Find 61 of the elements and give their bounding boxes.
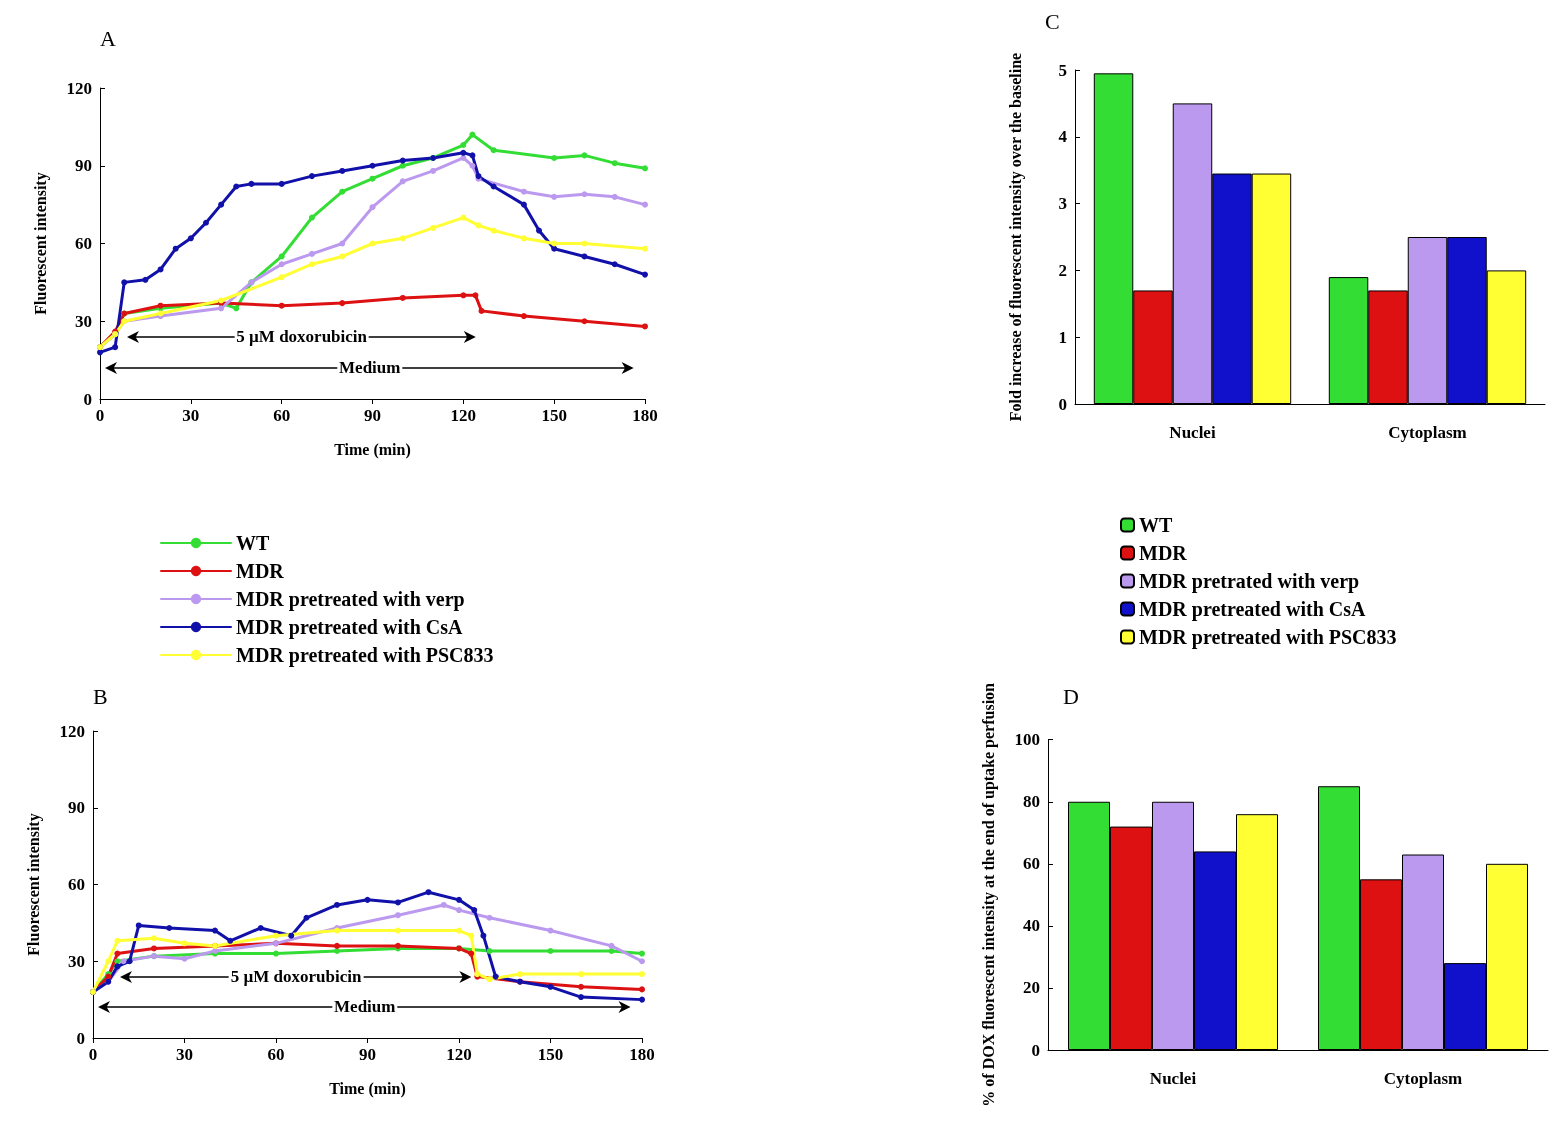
y-axis-title: % of DOX fluorescent intensity at the end of uptake perfusion — [979, 682, 998, 1107]
y-tick-label: 100 — [1014, 730, 1040, 750]
legend-label: MDR pretreated with PSC833 — [236, 644, 494, 667]
y-tick-label: 0 — [83, 389, 92, 409]
y-axis-title: Fluorescent intensity — [24, 813, 43, 956]
x-axis-title: Time (min) — [329, 1079, 406, 1098]
x-tick-label: Nuclei — [1169, 423, 1216, 442]
y-tick-label: 30 — [68, 951, 85, 971]
annotation: 5 µM doxorubicin — [234, 326, 369, 346]
y-tick-label: 20 — [1023, 978, 1040, 998]
x-tick-label: 120 — [446, 1045, 472, 1064]
y-tick-label: 60 — [1023, 854, 1040, 874]
annotation: Medium — [337, 357, 403, 377]
x-tick-label: Cytoplasm — [1388, 423, 1467, 442]
y-tick-label: 90 — [68, 798, 85, 818]
legend-label: MDR — [1139, 542, 1188, 564]
y-tick-label: 60 — [75, 234, 92, 253]
x-tick-label: 90 — [359, 1045, 376, 1064]
x-tick-label: 180 — [629, 1045, 655, 1064]
y-tick-label: 5 — [1058, 60, 1067, 80]
y-tick-label: 3 — [1058, 194, 1067, 214]
legend-label: WT — [236, 532, 270, 554]
legend-label: MDR pretreated with CsA — [1139, 598, 1366, 621]
annotation: Medium — [332, 997, 398, 1017]
legend-label: MDR pretrated with verp — [1139, 570, 1360, 593]
y-tick-label: 60 — [68, 875, 85, 894]
x-tick-label: 60 — [267, 1045, 285, 1064]
chart-title: B — [93, 683, 108, 709]
y-tick-label: 2 — [1058, 260, 1067, 280]
x-tick-label: 180 — [632, 406, 658, 425]
y-tick-label: 120 — [59, 721, 85, 741]
x-tick-label: 0 — [95, 406, 105, 425]
x-tick-label: Cytoplasm — [1383, 1069, 1463, 1088]
y-tick-label: 120 — [66, 78, 92, 98]
y-tick-label: 90 — [75, 156, 92, 176]
y-tick-label: 1 — [1058, 327, 1067, 347]
legend-label: MDR pretreated with CsA — [236, 616, 463, 639]
legend-label: MDR pretreated with PSC833 — [1139, 626, 1397, 649]
chart-title: C — [1045, 8, 1060, 34]
annotation: 5 µM doxorubicin — [228, 966, 364, 986]
y-axis-title: Fluorescent intensity — [31, 172, 50, 315]
x-axis-title: Time (min) — [334, 440, 411, 459]
x-tick-label: 30 — [182, 406, 200, 425]
legend-label: MDR — [236, 560, 285, 582]
x-tick-label: 90 — [364, 406, 381, 425]
x-tick-label: Nuclei — [1149, 1069, 1197, 1088]
legend-label: WT — [1139, 514, 1173, 536]
y-tick-label: 0 — [76, 1028, 85, 1048]
y-tick-label: 4 — [1058, 127, 1068, 147]
x-tick-label: 60 — [273, 406, 291, 425]
y-tick-label: 80 — [1023, 792, 1040, 812]
x-tick-label: 150 — [537, 1045, 564, 1064]
y-axis-title: Fold increase of fluorescent intensity over the baseline — [1006, 52, 1025, 422]
chart-title: A — [100, 25, 116, 51]
legend-label: MDR pretreated with verp — [236, 588, 465, 611]
x-tick-label: 30 — [176, 1045, 193, 1064]
chart-title: D — [1063, 683, 1079, 709]
y-tick-label: 40 — [1023, 916, 1040, 936]
x-tick-label: 150 — [541, 406, 567, 425]
x-tick-label: 120 — [450, 406, 477, 425]
y-tick-label: 30 — [75, 311, 92, 331]
